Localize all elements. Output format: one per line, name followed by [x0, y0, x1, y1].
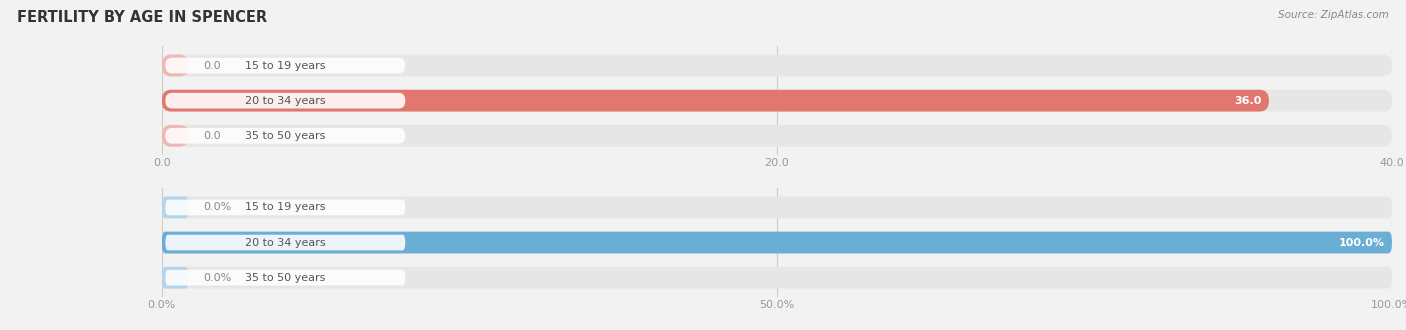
Text: FERTILITY BY AGE IN SPENCER: FERTILITY BY AGE IN SPENCER	[17, 10, 267, 25]
FancyBboxPatch shape	[166, 200, 405, 215]
Text: 15 to 19 years: 15 to 19 years	[245, 202, 326, 213]
Text: 0.0%: 0.0%	[204, 273, 232, 283]
Text: 20 to 34 years: 20 to 34 years	[245, 96, 326, 106]
Text: 0.0%: 0.0%	[204, 202, 232, 213]
FancyBboxPatch shape	[162, 55, 188, 77]
FancyBboxPatch shape	[166, 58, 405, 73]
FancyBboxPatch shape	[162, 90, 1392, 112]
Text: 0.0: 0.0	[204, 131, 221, 141]
Text: 0.0: 0.0	[204, 60, 221, 71]
FancyBboxPatch shape	[162, 197, 1392, 218]
Text: 35 to 50 years: 35 to 50 years	[245, 131, 326, 141]
Text: 36.0: 36.0	[1234, 96, 1261, 106]
Text: Source: ZipAtlas.com: Source: ZipAtlas.com	[1278, 10, 1389, 20]
FancyBboxPatch shape	[166, 235, 405, 250]
FancyBboxPatch shape	[166, 93, 405, 109]
FancyBboxPatch shape	[162, 55, 1392, 77]
Text: 20 to 34 years: 20 to 34 years	[245, 238, 326, 248]
FancyBboxPatch shape	[166, 128, 405, 144]
Text: 15 to 19 years: 15 to 19 years	[245, 60, 326, 71]
FancyBboxPatch shape	[162, 125, 188, 147]
FancyBboxPatch shape	[162, 232, 1392, 253]
FancyBboxPatch shape	[162, 267, 1392, 288]
FancyBboxPatch shape	[162, 267, 188, 288]
FancyBboxPatch shape	[166, 270, 405, 285]
FancyBboxPatch shape	[162, 197, 188, 218]
Text: 100.0%: 100.0%	[1339, 238, 1385, 248]
Text: 35 to 50 years: 35 to 50 years	[245, 273, 326, 283]
FancyBboxPatch shape	[162, 232, 1392, 253]
FancyBboxPatch shape	[162, 125, 1392, 147]
FancyBboxPatch shape	[162, 90, 1270, 112]
